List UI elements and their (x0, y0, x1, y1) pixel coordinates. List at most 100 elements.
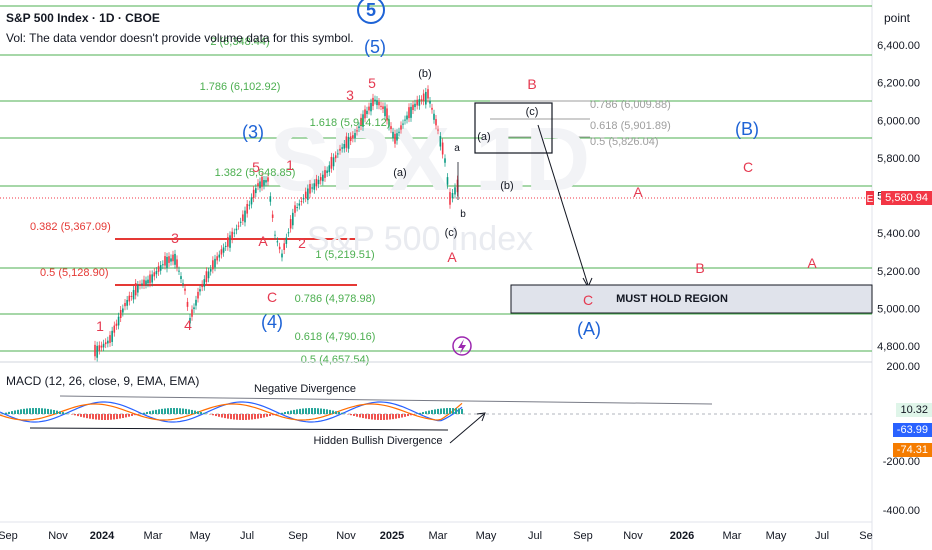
macd-signal-label: -63.99 (892, 423, 932, 437)
wave-label-black-b: (b) (500, 180, 513, 192)
macd-histogram-bar (77, 414, 79, 417)
candle-body (162, 264, 164, 266)
candle-body (157, 266, 160, 272)
candle-body (130, 295, 133, 297)
candle-body (404, 119, 406, 121)
candle-body (222, 247, 225, 253)
macd-histogram-bar (194, 410, 196, 414)
candle-body (214, 258, 216, 268)
candle-body (307, 188, 309, 201)
candle-body (324, 170, 326, 178)
macd-histogram-bar (377, 414, 379, 420)
macd-histogram-bar (269, 414, 271, 416)
candle-body (180, 276, 182, 280)
macd-histogram-bar (425, 411, 427, 414)
candle-body (159, 265, 162, 271)
macd-histogram-bar (14, 410, 16, 414)
macd-histogram-bar (11, 411, 13, 414)
candle-body (390, 126, 392, 130)
candle-body (360, 117, 362, 127)
macd-histogram-bar (185, 408, 187, 414)
price-axis-tick: 6,400.00 (877, 40, 920, 52)
macd-histogram-bar (284, 411, 286, 414)
candle-body (370, 102, 372, 112)
fib-label: 1.382 (5,648.85) (215, 167, 296, 179)
hidden-bullish-line (29, 427, 449, 431)
candle-body (271, 214, 274, 218)
price-axis-bg (872, 0, 932, 550)
macd-histogram-bar (116, 414, 118, 420)
macd-histogram-bar (107, 414, 109, 420)
wave-label-black-b: (b) (418, 68, 431, 80)
macd-histogram-bar (20, 409, 22, 414)
fib-label: 0.5 (4,657.54) (301, 354, 370, 366)
candle-body (317, 179, 320, 185)
candle-body (143, 279, 145, 285)
time-axis-tick: Jul (815, 530, 829, 542)
macd-histogram-bar (437, 408, 439, 414)
macd-histogram-bar (257, 414, 259, 419)
candle-body (330, 156, 333, 169)
candle-body (292, 212, 294, 226)
negative-divergence-line (59, 395, 713, 405)
macd-axis-tick: 200.00 (886, 361, 920, 373)
candle-body (224, 245, 227, 247)
wave-label-red-3: 3 (346, 87, 354, 103)
candle-body (354, 133, 356, 139)
candle-body (366, 110, 368, 115)
macd-histogram-bar (446, 408, 448, 414)
candle-body (439, 136, 442, 147)
macd-histogram-bar (371, 414, 373, 420)
candle-body (102, 343, 105, 348)
candle-body (374, 99, 376, 101)
symbol-title[interactable]: S&P 500 Index · 1D · CBOE (6, 11, 160, 25)
macd-histogram-bar (251, 414, 253, 420)
candle-body (435, 119, 437, 126)
macd-histogram-bar (383, 414, 385, 420)
macd-histogram-bar (134, 414, 136, 416)
macd-histogram-bar (200, 412, 202, 414)
wave-label-red-A: A (447, 249, 457, 265)
candle-body (94, 344, 96, 357)
volume-note: Vol: The data vendor doesn't provide vol… (6, 31, 354, 45)
candle-body (345, 136, 348, 148)
candle-body (191, 309, 193, 317)
macd-histogram-bar (461, 408, 463, 414)
time-axis-tick: May (190, 530, 211, 542)
candle-body (319, 177, 322, 181)
candle-body (414, 103, 416, 108)
macd-histogram-bar (407, 414, 409, 417)
candle-body (449, 192, 451, 205)
candle-body (334, 155, 337, 159)
macd-histogram-bar (299, 408, 301, 414)
candle-body (248, 204, 251, 206)
candle-body (276, 241, 279, 243)
price-axis-tick: 5,800.00 (877, 153, 920, 165)
macd-histogram-bar (125, 414, 127, 418)
macd-histogram-bar (350, 414, 352, 416)
macd-histogram-bar (365, 414, 367, 419)
macd-histogram-bar (353, 414, 355, 416)
candle-body (444, 158, 446, 163)
candle-body (296, 206, 298, 208)
candle-body (149, 274, 151, 284)
macd-histogram-bar (287, 411, 289, 414)
must-hold-region (510, 284, 873, 314)
time-axis-tick: Mar (429, 530, 448, 542)
candle-body (289, 219, 292, 229)
macd-histogram-bar (248, 414, 250, 420)
wave-5-circle (357, 0, 385, 24)
macd-histogram-bar (317, 408, 319, 414)
candle-body (422, 93, 425, 102)
candle-body (278, 246, 281, 250)
fib-label: 1.786 (6,102.92) (200, 81, 281, 93)
macd-histogram-bar (359, 414, 361, 418)
macd-histogram-bar (26, 408, 28, 414)
macd-histogram-bar (59, 411, 61, 414)
macd-histogram-bar (380, 414, 382, 420)
candle-body (199, 289, 201, 292)
candle-body (212, 260, 214, 270)
candle-body (412, 104, 414, 111)
candle-body (203, 279, 206, 287)
